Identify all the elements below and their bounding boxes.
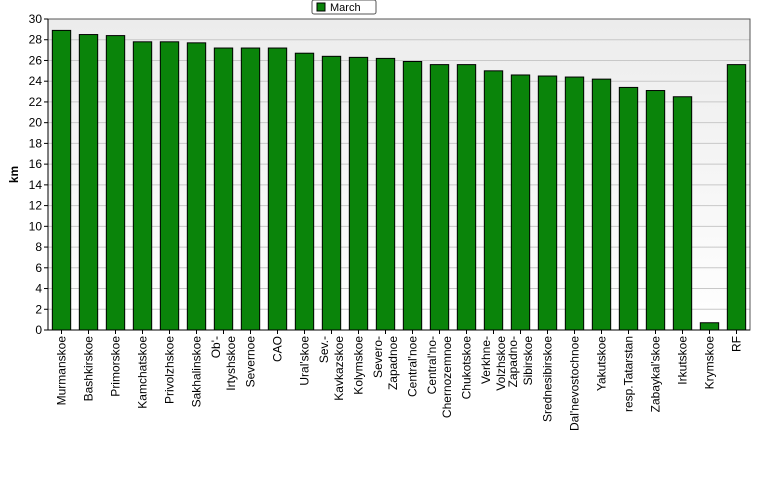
x-tick-label: Zapadnoe — [386, 336, 400, 390]
plot-area — [48, 19, 750, 330]
y-tick-label: 6 — [35, 261, 42, 275]
legend-box — [311, 0, 377, 15]
x-tick-label: Dal'nevostochnoe — [568, 336, 582, 431]
x-tick-label: CAO — [271, 336, 285, 362]
x-tick-label: Central'no- — [425, 336, 439, 394]
bar — [51, 29, 72, 331]
x-tick-label: Severo- — [371, 336, 385, 378]
x-tick-label: Volzhskoe — [494, 336, 508, 391]
plot-background — [48, 19, 750, 330]
bar — [726, 64, 747, 331]
bar — [294, 52, 315, 331]
bar — [510, 74, 531, 331]
bar — [456, 64, 477, 331]
x-tick-label: resp.Tatarstan — [622, 336, 636, 412]
bar — [105, 35, 126, 331]
bar — [132, 41, 153, 331]
bar — [321, 55, 342, 331]
x-tick-label: Ural'skoe — [298, 336, 312, 386]
legend-label-march: March — [330, 2, 361, 14]
y-axis-label: km — [7, 166, 21, 183]
bar — [159, 41, 180, 331]
bar — [213, 47, 234, 331]
bar — [348, 56, 369, 331]
bar — [429, 64, 450, 331]
y-tick-label: 20 — [29, 116, 43, 130]
y-tick-label: 18 — [29, 136, 43, 150]
x-tick-label: Kamchatskoe — [136, 336, 150, 409]
y-tick-label: 22 — [29, 95, 43, 109]
x-tick-label: Kolymskoe — [352, 336, 366, 395]
bar — [483, 70, 504, 331]
x-tick-label: Yakutskoe — [595, 336, 609, 391]
bar — [240, 47, 261, 331]
x-tick-label: Zapadno- — [506, 336, 520, 387]
y-tick-label: 8 — [35, 240, 42, 254]
y-tick-label: 12 — [29, 199, 43, 213]
bar — [186, 42, 207, 331]
bar — [267, 47, 288, 331]
x-tick-label: Central'noe — [406, 336, 420, 397]
x-tick-label: Verkhne- — [479, 336, 493, 384]
x-tick-label: Sibirskoe — [521, 336, 535, 386]
bar — [402, 61, 423, 331]
x-tick-label: Chernozemnoe — [440, 336, 454, 418]
y-tick-label: 14 — [29, 178, 43, 192]
x-tick-label: Bashkirskoe — [82, 336, 96, 402]
y-tick-label: 10 — [29, 219, 43, 233]
x-tick-label: Sev.- — [317, 336, 331, 363]
x-tick-label: Krymskoe — [703, 336, 717, 390]
y-tick-label: 16 — [29, 157, 43, 171]
x-tick-labels: Murmanskoe Bashkirskoe Primorskoe Kamchatsk… — [55, 330, 744, 431]
y-tick-label: 2 — [35, 302, 42, 316]
x-tick-label: Severnoe — [244, 336, 258, 388]
bar — [618, 86, 639, 331]
x-tick-label: Chukotskoe — [460, 336, 474, 400]
y-tick-label: 30 — [29, 12, 43, 26]
x-tick-label: Ob'- — [209, 336, 223, 358]
y-tick-label: 28 — [29, 33, 43, 47]
bar — [645, 90, 666, 331]
x-tick-label: Srednesibirskoe — [541, 336, 555, 422]
x-tick-label: Murmanskoe — [55, 336, 69, 406]
bar — [699, 322, 720, 331]
y-tick-label: 0 — [35, 323, 42, 337]
x-tick-label: Sakhalinskoe — [190, 336, 204, 408]
y-tick-label: 26 — [29, 53, 43, 67]
x-tick-label: Irkutskoe — [676, 336, 690, 385]
x-tick-label: Zabaykal'skoe — [649, 336, 663, 413]
bar — [375, 57, 396, 331]
x-tick-label: Primorskoe — [109, 336, 123, 397]
x-tick-label: Privolzhskoe — [163, 336, 177, 404]
bar — [78, 34, 99, 331]
bar-series-march — [51, 29, 747, 331]
legend-swatch-march — [316, 2, 326, 12]
bar — [672, 96, 693, 331]
axes — [47, 18, 751, 331]
x-tick-label: Irtyshskoe — [224, 336, 238, 391]
x-tick-label: Kavkazskoe — [332, 336, 346, 401]
bar — [591, 78, 612, 331]
bar — [537, 75, 558, 331]
legend[interactable]: March — [311, 0, 377, 15]
bar — [564, 76, 585, 331]
y-tick-label: 24 — [29, 74, 43, 88]
y-tick-label: 4 — [35, 282, 42, 296]
x-tick-label: RF — [730, 336, 744, 352]
